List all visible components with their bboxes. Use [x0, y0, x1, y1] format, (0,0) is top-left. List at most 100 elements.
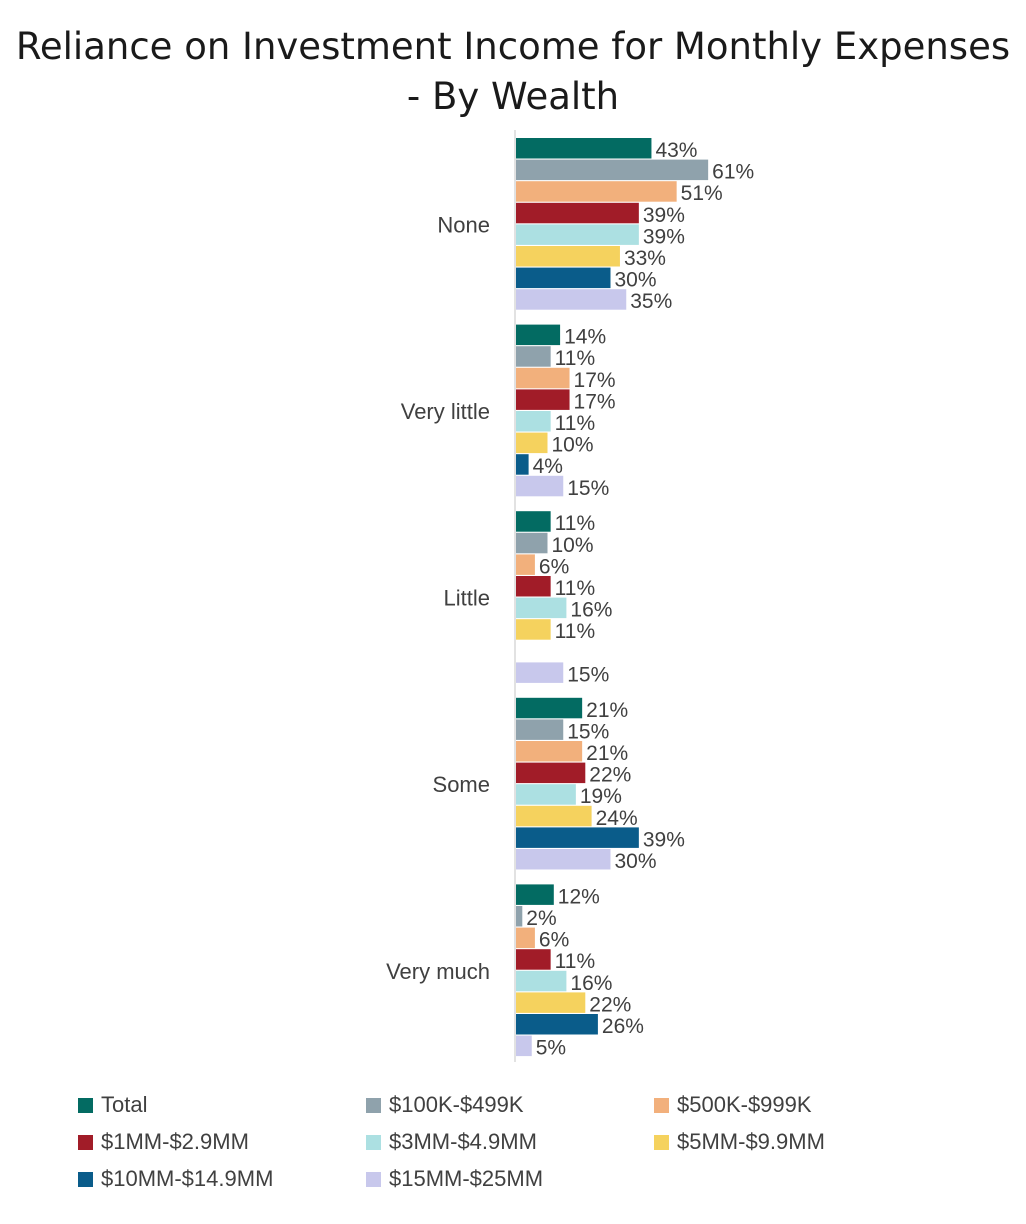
bar-value-label: 30% [615, 269, 657, 292]
bar-value-label: 6% [539, 929, 569, 952]
bar [516, 432, 548, 454]
bar [516, 246, 620, 267]
bar [516, 289, 627, 310]
bar-value-label: 17% [574, 390, 616, 413]
category-label: Some [433, 772, 490, 797]
bar-chart-plot: 43%61%51%39%39%33%30%35%14%11%17%17%11%1… [386, 130, 754, 1062]
category-label: Very much [386, 959, 490, 984]
bar [516, 1035, 532, 1057]
value-labels-layer: 43%61%51%39%39%33%30%35%14%11%17%17%11%1… [526, 139, 754, 1060]
bar-value-label: 5% [536, 1037, 566, 1060]
bar-value-label: 10% [552, 534, 594, 557]
legend-swatch [78, 1097, 93, 1113]
bar-value-label: 30% [615, 850, 657, 873]
bar-value-label: 10% [552, 434, 594, 457]
bar [516, 906, 523, 927]
chart-title-line-2: - By Wealth [406, 75, 620, 118]
bar [516, 454, 529, 475]
category-label: Little [444, 586, 490, 611]
chart-title: Reliance on Investment Income for Monthl… [0, 22, 1026, 122]
bar [516, 827, 639, 848]
bar [516, 762, 586, 784]
legend-swatch [654, 1097, 669, 1113]
bar-value-label: 22% [589, 993, 631, 1016]
bar-value-label: 15% [567, 477, 609, 500]
chart-title-line-1: Reliance on Investment Income for Monthl… [15, 25, 1011, 68]
legend-label: $5MM-$9.9MM [677, 1129, 825, 1154]
bar-value-label: 22% [589, 764, 631, 787]
bar-value-label: 43% [655, 139, 697, 162]
legend-swatch [78, 1171, 93, 1187]
bar [516, 324, 561, 346]
bar [516, 662, 564, 683]
bar-value-label: 12% [558, 885, 600, 908]
bar-value-label: 51% [681, 182, 723, 205]
legend-label: $3MM-$4.9MM [389, 1129, 537, 1154]
bar-value-label: 26% [602, 1015, 644, 1038]
bar-value-label: 15% [567, 720, 609, 743]
bar-value-label: 6% [539, 555, 569, 578]
bar [516, 576, 551, 597]
bar [516, 181, 677, 202]
bar-value-label: 11% [555, 577, 595, 600]
bar-value-label: 11% [555, 620, 595, 643]
legend-swatch [366, 1171, 381, 1187]
legend-label: Total [101, 1092, 148, 1117]
legend-item: $10MM-$14.9MM [78, 1166, 366, 1192]
bar-value-label: 21% [586, 742, 628, 765]
bar [516, 411, 551, 432]
bar-value-label: 24% [596, 807, 638, 830]
legend-swatch [654, 1134, 669, 1150]
bar [516, 511, 551, 532]
legend-label: $15MM-$25MM [389, 1166, 544, 1191]
bar [516, 554, 535, 575]
legend-swatch [78, 1134, 93, 1150]
bar-value-label: 19% [580, 785, 622, 808]
bar-value-label: 14% [564, 326, 606, 349]
bar-value-label: 11% [555, 950, 595, 973]
bar [516, 805, 592, 827]
bar-value-label: 17% [574, 369, 616, 392]
bar-value-label: 11% [555, 412, 595, 435]
bar-value-label: 15% [567, 663, 609, 686]
bar [516, 159, 709, 181]
bar-value-label: 2% [526, 907, 556, 930]
bar-value-label: 39% [643, 225, 685, 248]
bar [516, 202, 639, 224]
bar [516, 1014, 598, 1035]
category-labels-layer: None Very little Little Some Very much [386, 212, 490, 983]
bar [516, 784, 576, 805]
bar-value-label: 39% [643, 204, 685, 227]
bar-value-label: 11% [555, 512, 595, 535]
legend: Total $100K-$499K $500K-$999K $1MM-$2.9MM $3… [78, 1092, 978, 1192]
bar-value-label: 33% [624, 247, 666, 270]
bar [516, 741, 583, 762]
bar [516, 884, 554, 905]
bar [516, 719, 564, 740]
legend-item: $100K-$499K [366, 1092, 654, 1118]
bar [516, 138, 652, 159]
bar [516, 389, 570, 410]
bar-value-label: 11% [555, 347, 595, 370]
bar [516, 992, 586, 1013]
bar-value-label: 35% [630, 290, 672, 313]
bar-value-label: 61% [712, 161, 754, 184]
bar [516, 267, 611, 289]
bar [516, 697, 583, 719]
legend-item: $500K-$999K [654, 1092, 942, 1118]
bar-value-label: 16% [570, 972, 612, 995]
legend-item: Total [78, 1092, 366, 1118]
bars-layer [516, 138, 709, 1057]
bar [516, 927, 535, 949]
bar [516, 475, 564, 497]
bar [516, 949, 551, 970]
legend-label: $100K-$499K [389, 1092, 524, 1117]
bar-value-label: 39% [643, 828, 685, 851]
bar [516, 224, 639, 245]
bar-value-label: 21% [586, 699, 628, 722]
legend-item: $1MM-$2.9MM [78, 1129, 366, 1155]
legend-label: $10MM-$14.9MM [101, 1166, 274, 1191]
bar [516, 849, 611, 870]
bar-value-label: 16% [570, 599, 612, 622]
legend-item: $15MM-$25MM [366, 1166, 654, 1192]
